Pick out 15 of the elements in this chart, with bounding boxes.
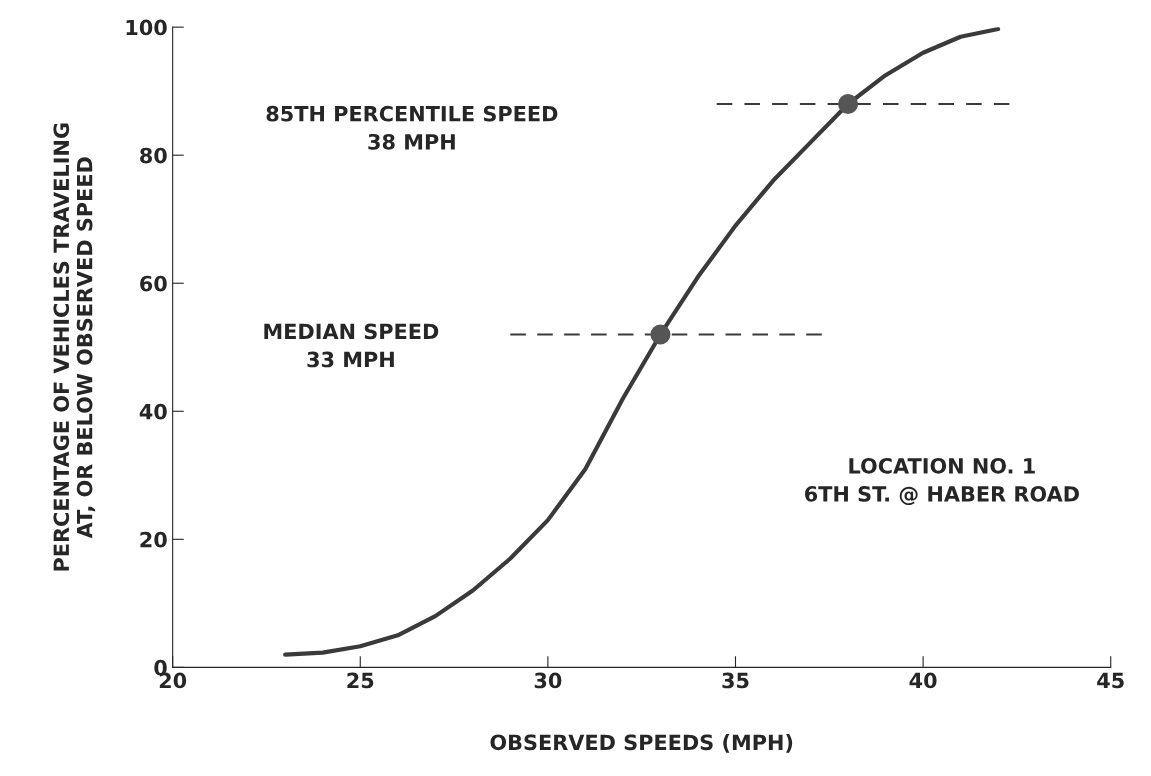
x-axis-title: OBSERVED SPEEDS (MPH) (490, 734, 793, 753)
y-tick-label: 40 (139, 403, 167, 420)
x-tick-label: 30 (534, 672, 562, 689)
y-tick-label: 60 (140, 275, 167, 292)
x-tick-label: 35 (722, 672, 749, 689)
y-tick-label: 100 (126, 19, 167, 36)
annotation: MEDIAN SPEED 33 MPH (264, 323, 439, 368)
x-tick-label: 25 (347, 672, 374, 689)
y-tick-label: 80 (140, 147, 167, 164)
y-axis-title: PERCENTAGE OF VEHICLES TRAVELING AT, OR BELOW OBSERVED SPEED (53, 123, 96, 571)
annotation: 85TH PERCENTILE SPEED 38 MPH (266, 105, 558, 150)
y-tick-label: 20 (140, 531, 167, 548)
x-tick-label: 45 (1097, 672, 1124, 689)
x-tick-label: 40 (909, 672, 937, 689)
annotation: LOCATION NO. 1 6TH ST. @ HABER ROAD (805, 457, 1079, 506)
